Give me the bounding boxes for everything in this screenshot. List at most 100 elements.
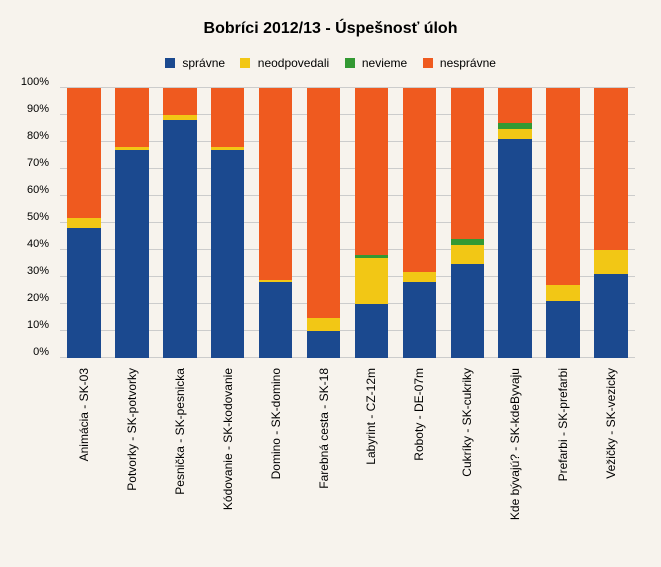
bar-segment-spravne [211, 150, 245, 358]
bar-segment-nespravne [546, 88, 580, 285]
y-tick: 60% [27, 184, 49, 196]
x-slot: Vežičky - SK-vezicky [587, 360, 635, 560]
legend-swatch [165, 58, 175, 68]
y-tick: 50% [27, 211, 49, 223]
legend-swatch [240, 58, 250, 68]
plot-area [60, 88, 635, 358]
x-slot: Domino - SK-domino [252, 360, 300, 560]
x-slot: Cukríky - SK-cukriky [443, 360, 491, 560]
chart-title: Bobríci 2012/13 - Úspešnosť úloh [0, 20, 661, 38]
bar-segment-spravne [115, 150, 149, 358]
x-slot: Farebná cesta - SK-18 [300, 360, 348, 560]
bar [594, 88, 628, 358]
bar [403, 88, 437, 358]
y-tick: 70% [27, 157, 49, 169]
x-slot: Kódovanie - SK-kodovanie [204, 360, 252, 560]
legend-item-nevieme: nevieme [345, 55, 408, 70]
x-label: Kde bývajú? - SK-kdeByvaju [508, 368, 522, 520]
x-label: Pesnička - SK-pesnicka [173, 368, 187, 495]
bar [259, 88, 293, 358]
bar-segment-spravne [498, 139, 532, 358]
bar-slot [60, 88, 108, 358]
x-label: Roboty - DE-07m [412, 368, 426, 461]
legend-label: neodpovedali [258, 56, 329, 70]
bar-segment-nespravne [451, 88, 485, 239]
bar-segment-nespravne [498, 88, 532, 123]
bar [67, 88, 101, 358]
x-label: Potvorky - SK-potvorky [125, 368, 139, 491]
bar [498, 88, 532, 358]
bar-segment-nespravne [163, 88, 197, 115]
bar-segment-nespravne [259, 88, 293, 280]
bar-segment-spravne [403, 282, 437, 358]
legend-label: správne [182, 56, 225, 70]
bar-segment-neodpovedali [355, 258, 389, 304]
bar-segment-nespravne [594, 88, 628, 250]
bar-segment-neodpovedali [594, 250, 628, 274]
bar-segment-spravne [594, 274, 628, 358]
x-slot: Potvorky - SK-potvorky [108, 360, 156, 560]
x-label: Kódovanie - SK-kodovanie [221, 368, 235, 510]
x-slot: Labyrint - CZ-12m [348, 360, 396, 560]
bar-segment-nespravne [307, 88, 341, 318]
x-label: Domino - SK-domino [269, 368, 283, 479]
legend-swatch [423, 58, 433, 68]
bar [307, 88, 341, 358]
bar-segment-nespravne [67, 88, 101, 218]
bar-slot [443, 88, 491, 358]
bar-slot [587, 88, 635, 358]
bar-slot [204, 88, 252, 358]
bar-segment-spravne [163, 120, 197, 358]
x-slot: Prefarbi - SK-prefarbi [539, 360, 587, 560]
bar [546, 88, 580, 358]
x-label: Animácia - SK-03 [77, 368, 91, 461]
bar [163, 88, 197, 358]
bar-segment-spravne [307, 331, 341, 358]
bar-segment-neodpovedali [67, 218, 101, 229]
legend-item-neodpovedali: neodpovedali [240, 55, 329, 70]
y-tick: 30% [27, 265, 49, 277]
chart-container: Bobríci 2012/13 - Úspešnosť úloh správne… [0, 0, 661, 567]
bar-segment-spravne [451, 264, 485, 359]
legend: správne neodpovedali nevieme nesprávne [0, 55, 661, 70]
bar-slot [300, 88, 348, 358]
bar-slot [252, 88, 300, 358]
y-tick: 10% [27, 319, 49, 331]
x-slot: Pesnička - SK-pesnicka [156, 360, 204, 560]
x-slot: Kde bývajú? - SK-kdeByvaju [491, 360, 539, 560]
bar-segment-neodpovedali [307, 318, 341, 332]
legend-swatch [345, 58, 355, 68]
bar-slot [395, 88, 443, 358]
bar [355, 88, 389, 358]
x-label: Labyrint - CZ-12m [364, 368, 378, 465]
bar-slot [108, 88, 156, 358]
y-axis: 0% 10% 20% 30% 40% 50% 60% 70% 80% 90% 1… [0, 88, 55, 358]
legend-item-spravne: správne [165, 55, 225, 70]
bar [115, 88, 149, 358]
legend-label: nevieme [362, 56, 407, 70]
bar-segment-nespravne [355, 88, 389, 255]
bar-segment-neodpovedali [451, 245, 485, 264]
bar-segment-neodpovedali [403, 272, 437, 283]
bar-segment-neodpovedali [498, 129, 532, 140]
bar-segment-nespravne [211, 88, 245, 147]
bar-slot [348, 88, 396, 358]
y-tick: 80% [27, 130, 49, 142]
x-slot: Animácia - SK-03 [60, 360, 108, 560]
x-label: Farebná cesta - SK-18 [317, 368, 331, 489]
bar [211, 88, 245, 358]
bar-slot [539, 88, 587, 358]
y-tick: 0% [33, 346, 49, 358]
bar-segment-spravne [355, 304, 389, 358]
bar-slot [491, 88, 539, 358]
bar-slot [156, 88, 204, 358]
y-tick: 90% [27, 103, 49, 115]
bar-segment-nespravne [403, 88, 437, 272]
y-tick: 20% [27, 292, 49, 304]
x-axis: Animácia - SK-03 Potvorky - SK-potvorky Pe… [60, 360, 635, 560]
y-tick: 100% [21, 76, 49, 88]
x-slot: Roboty - DE-07m [395, 360, 443, 560]
x-label: Prefarbi - SK-prefarbi [556, 368, 570, 481]
y-tick: 40% [27, 238, 49, 250]
bar [451, 88, 485, 358]
